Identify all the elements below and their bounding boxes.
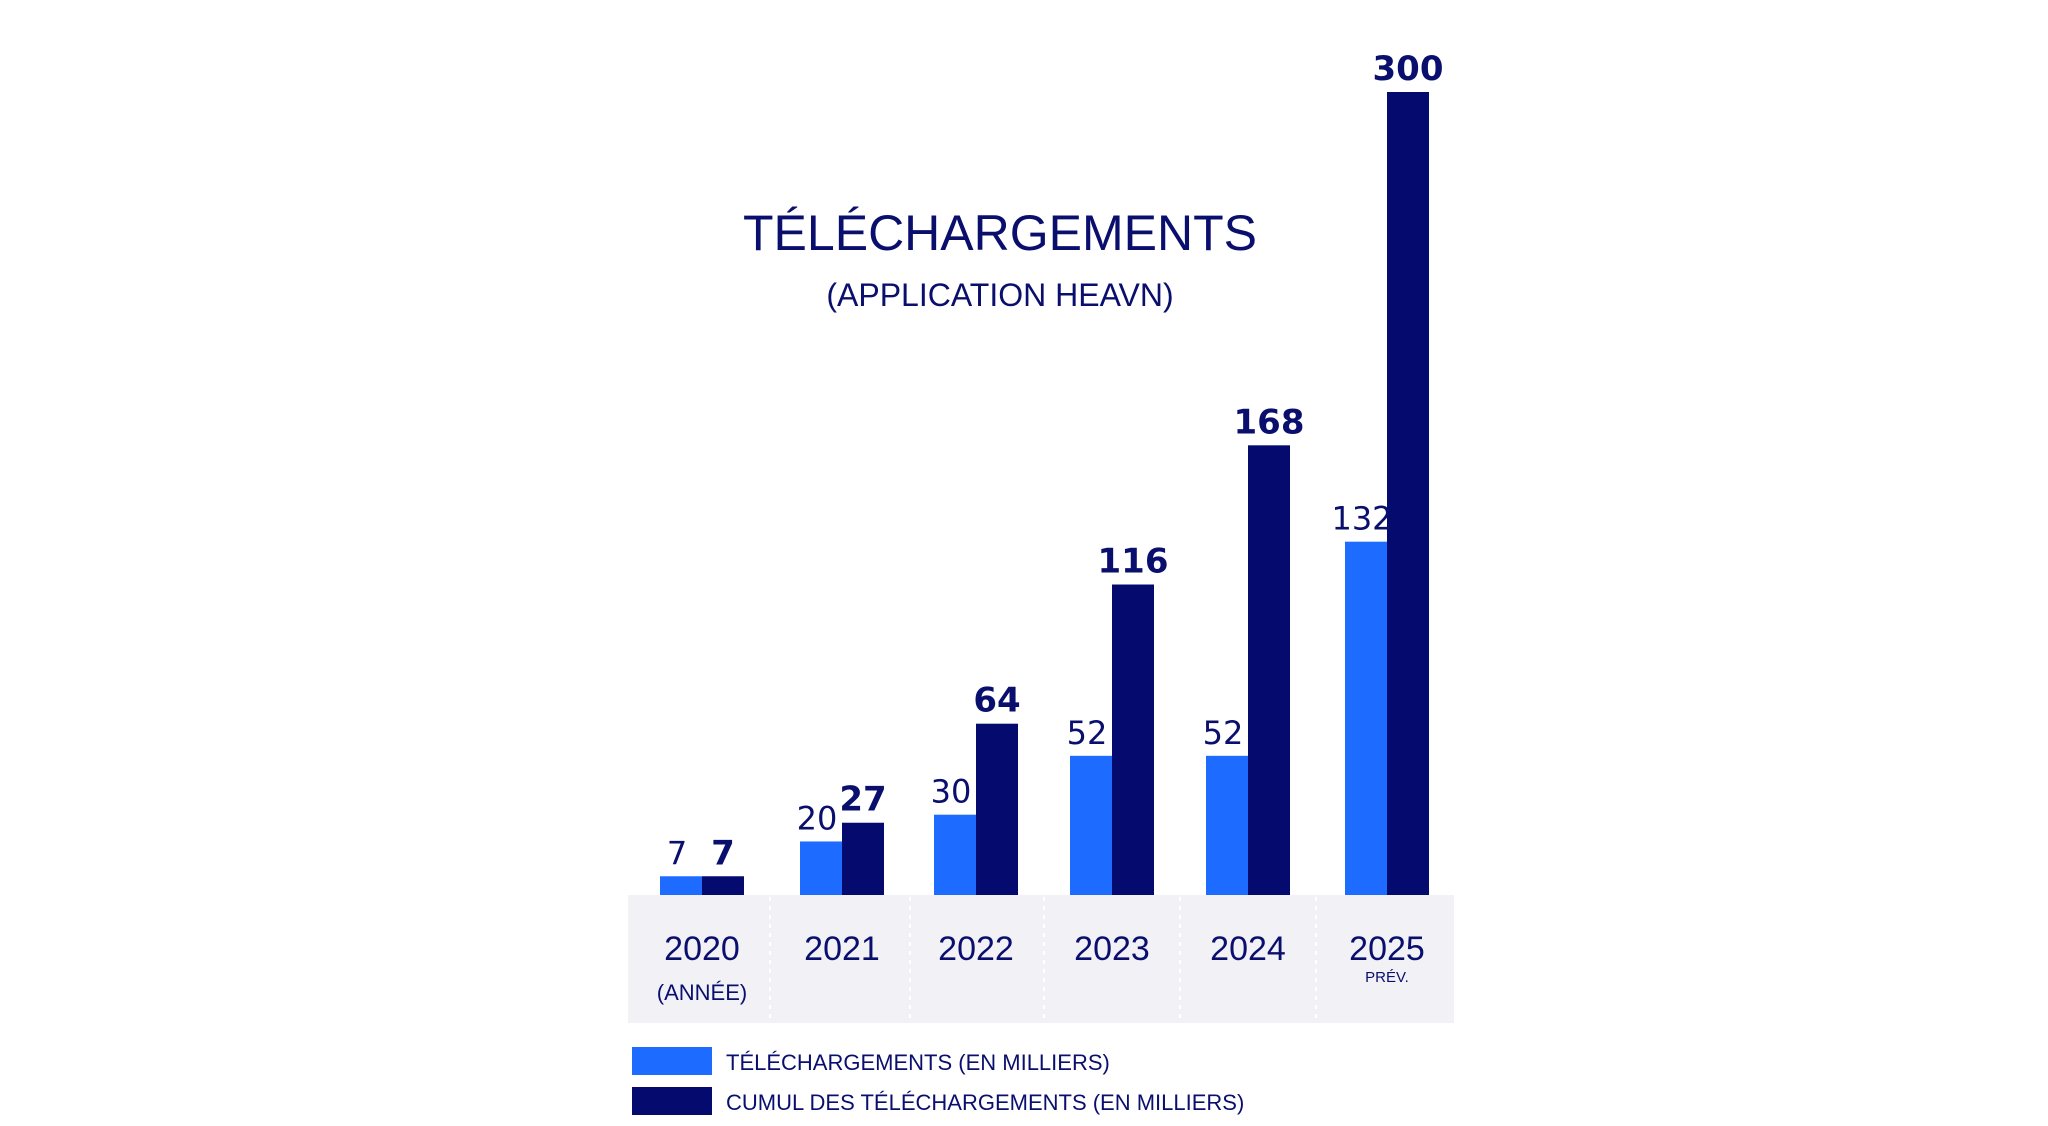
value-label-cumulative-2023: 116 (1098, 542, 1169, 582)
bar-cumulative-2025 (1387, 92, 1429, 895)
bar-cumulative-2022 (976, 723, 1018, 895)
bar-downloads-2022 (934, 814, 976, 895)
value-label-downloads-2021: 20 (797, 799, 838, 837)
bar-downloads-2021 (800, 841, 842, 895)
bar-cumulative-2021 (842, 822, 884, 895)
x-tick-label-2022: 2022 (938, 930, 1014, 968)
bar-cumulative-2024 (1248, 445, 1290, 895)
bar-downloads-2024 (1206, 755, 1248, 895)
x-tick-sublabel-2025: PRÉV. (1365, 969, 1409, 986)
value-label-downloads-2024: 52 (1203, 714, 1244, 752)
x-tick-label-2023: 2023 (1074, 930, 1150, 968)
value-labels-group: 7 7 20 27 30 64 52 116 52 168 132 300 (667, 49, 1444, 873)
chart-title: TÉLÉCHARGEMENTS (743, 205, 1257, 261)
value-label-downloads-2022: 30 (931, 773, 972, 811)
x-axis-band-dividers (769, 897, 1317, 1021)
value-label-downloads-2025: 132 (1331, 500, 1392, 538)
bar-downloads-2023 (1070, 755, 1112, 895)
bar-cumulative-2023 (1112, 584, 1154, 895)
value-label-downloads-2020: 7 (667, 834, 687, 872)
value-label-cumulative-2022: 64 (973, 681, 1020, 721)
x-tick-label-2020: 2020 (664, 930, 740, 968)
legend-label-cumulative: CUMUL DES TÉLÉCHARGEMENTS (EN MILLIERS) (726, 1090, 1244, 1115)
value-label-cumulative-2024: 168 (1234, 402, 1305, 442)
value-label-downloads-2023: 52 (1067, 714, 1108, 752)
legend-swatch-cumulative (632, 1087, 712, 1115)
x-tick-sublabel-2020: (ANNÉE) (657, 980, 747, 1005)
value-label-cumulative-2020: 7 (711, 833, 735, 873)
bar-downloads-2025 (1345, 541, 1387, 895)
bars-group (660, 92, 1429, 895)
legend-swatch-downloads (632, 1047, 712, 1075)
value-label-cumulative-2025: 300 (1373, 49, 1444, 89)
x-tick-label-2021: 2021 (804, 930, 880, 968)
value-label-cumulative-2021: 27 (839, 780, 886, 820)
x-tick-label-2024: 2024 (1210, 930, 1286, 968)
bar-cumulative-2020 (702, 876, 744, 895)
chart-subtitle: (APPLICATION HEAVN) (826, 277, 1173, 313)
x-axis-band (628, 895, 1454, 1023)
x-tick-label-2025: 2025 (1349, 930, 1425, 968)
bar-downloads-2020 (660, 876, 702, 895)
legend-label-downloads: TÉLÉCHARGEMENTS (EN MILLIERS) (726, 1050, 1110, 1075)
